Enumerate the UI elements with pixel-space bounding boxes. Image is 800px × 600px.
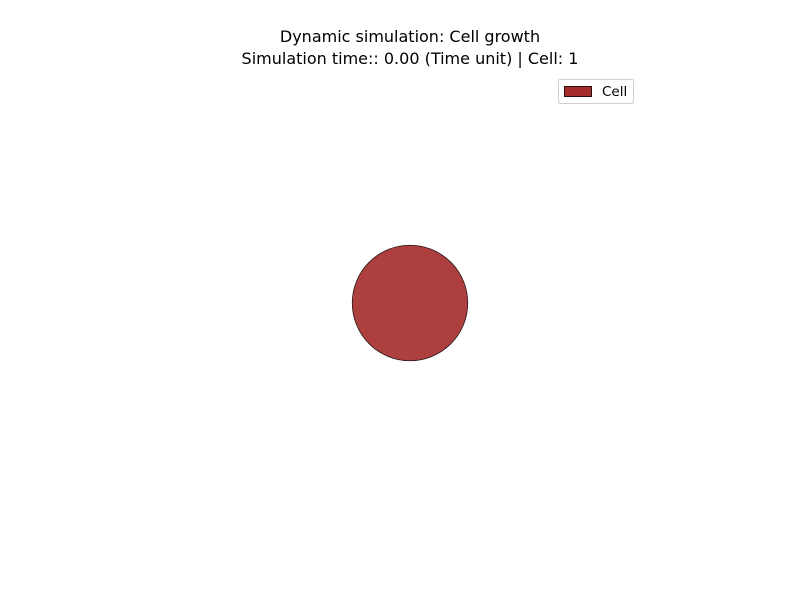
legend-swatch-cell bbox=[564, 86, 592, 97]
legend-label-cell: Cell bbox=[602, 84, 628, 100]
chart-subtitle: Simulation time:: 0.00 (Time unit) | Cel… bbox=[241, 49, 579, 68]
cell-marker bbox=[351, 244, 469, 362]
chart-title-block: Dynamic simulation: Cell growth Simulati… bbox=[0, 26, 800, 70]
chart-title: Dynamic simulation: Cell growth bbox=[279, 27, 541, 46]
legend: Cell bbox=[558, 79, 634, 104]
